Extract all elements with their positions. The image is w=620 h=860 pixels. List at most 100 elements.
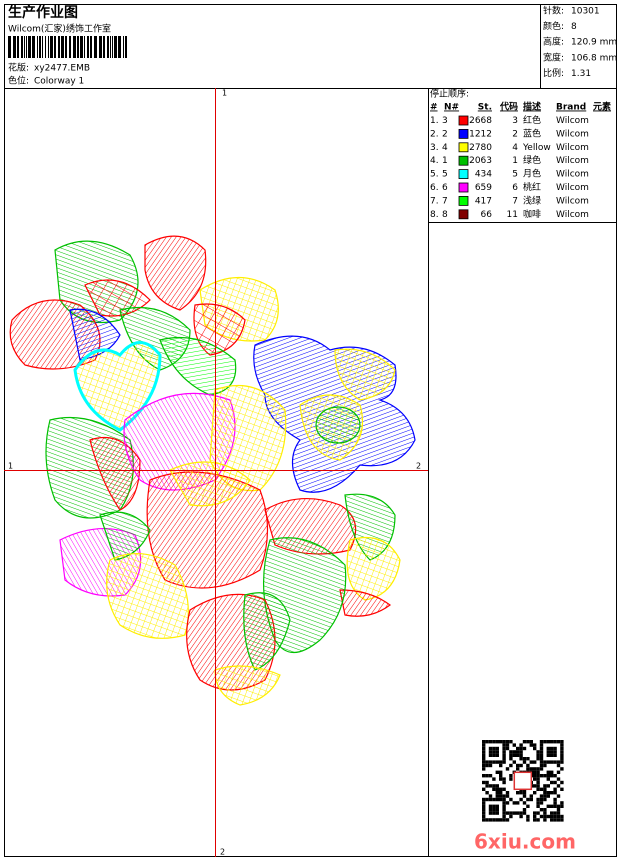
qr-module bbox=[505, 743, 510, 747]
qr-module bbox=[553, 811, 557, 815]
info-value: 120.9 mm bbox=[571, 38, 617, 48]
qr-module bbox=[492, 746, 496, 751]
qr-module bbox=[488, 760, 493, 764]
qr-module bbox=[553, 804, 557, 808]
qr-module bbox=[536, 750, 540, 754]
qr-module bbox=[516, 767, 520, 771]
qr-module bbox=[482, 743, 486, 747]
qr-module bbox=[516, 811, 520, 815]
row-index: 4. bbox=[430, 156, 439, 166]
row-index: 1. bbox=[430, 116, 439, 126]
qr-module bbox=[482, 814, 486, 819]
qr-module bbox=[546, 774, 550, 778]
qr-module bbox=[556, 740, 561, 744]
qr-module bbox=[522, 791, 527, 795]
barcode-bar bbox=[107, 36, 109, 58]
qr-module bbox=[546, 814, 550, 819]
qr-module bbox=[533, 784, 537, 788]
qr-module bbox=[482, 780, 486, 785]
row-brand: Wilcom bbox=[556, 170, 589, 180]
qr-module bbox=[509, 757, 513, 761]
qr-module bbox=[502, 760, 506, 764]
row-index: 5. bbox=[430, 170, 439, 180]
qr-module bbox=[502, 753, 506, 757]
qr-module bbox=[509, 774, 513, 778]
qr-module bbox=[546, 740, 550, 744]
qr-module bbox=[539, 787, 544, 791]
qr-module bbox=[492, 797, 496, 802]
row-description: Yellow bbox=[522, 143, 551, 153]
qr-module bbox=[543, 784, 547, 788]
qr-module bbox=[546, 760, 550, 764]
qr-module bbox=[509, 811, 513, 815]
qr-module bbox=[502, 801, 506, 805]
qr-module bbox=[529, 797, 533, 802]
qr-module bbox=[499, 787, 503, 791]
qr-module bbox=[526, 763, 530, 768]
qr-module bbox=[505, 818, 510, 822]
qr-module bbox=[553, 801, 557, 805]
qr-module bbox=[526, 757, 530, 761]
qr-module bbox=[485, 784, 489, 788]
qr-module bbox=[533, 760, 537, 764]
qr-module bbox=[495, 797, 499, 802]
qr-module bbox=[502, 794, 506, 798]
qr-module bbox=[492, 811, 496, 815]
row-index: 3. bbox=[430, 143, 439, 153]
qr-module bbox=[502, 804, 506, 808]
qr-module bbox=[485, 791, 489, 795]
qr-module bbox=[488, 811, 493, 815]
qr-module bbox=[502, 797, 506, 802]
qr-module bbox=[488, 804, 493, 808]
qr-module bbox=[495, 794, 499, 798]
qr-module bbox=[529, 794, 533, 798]
barcode-bar bbox=[65, 36, 67, 58]
qr-module bbox=[502, 814, 506, 819]
row-index: 2. bbox=[430, 129, 439, 139]
qr-module bbox=[553, 753, 557, 757]
qr-module bbox=[529, 740, 533, 744]
qr-module bbox=[539, 814, 544, 819]
qr-module bbox=[553, 797, 557, 802]
qr-module bbox=[526, 814, 530, 819]
title: 生产作业图 bbox=[8, 4, 78, 21]
qr-module bbox=[550, 760, 554, 764]
qr-module bbox=[482, 746, 486, 751]
row-code: 7 bbox=[512, 196, 518, 206]
outer-border bbox=[4, 4, 617, 857]
qr-module bbox=[522, 794, 527, 798]
qr-module bbox=[519, 814, 523, 819]
qr-module bbox=[536, 804, 540, 808]
qr-module bbox=[539, 740, 544, 744]
info-value: 1.31 bbox=[571, 69, 591, 79]
qr-module bbox=[536, 770, 540, 774]
row-brand: Wilcom bbox=[556, 129, 589, 139]
qr-module bbox=[539, 760, 544, 764]
row-stitches: 434 bbox=[475, 170, 492, 180]
qr-module bbox=[553, 780, 557, 785]
qr-module bbox=[512, 811, 516, 815]
qr-module bbox=[556, 794, 561, 798]
qr-module bbox=[546, 794, 550, 798]
qr-module bbox=[560, 743, 564, 747]
row-description: 红色 bbox=[523, 114, 541, 126]
qr-module bbox=[556, 784, 561, 788]
qr-module bbox=[560, 740, 564, 744]
design-value: xy2477.EMB bbox=[34, 64, 90, 74]
qr-module bbox=[509, 753, 513, 757]
qr-module bbox=[502, 743, 506, 747]
qr-module bbox=[533, 818, 537, 822]
color-swatch bbox=[458, 142, 469, 153]
qr-module bbox=[505, 791, 510, 795]
qr-module bbox=[522, 746, 527, 751]
qr-code bbox=[482, 740, 564, 822]
qr-module bbox=[495, 750, 499, 754]
qr-module bbox=[536, 787, 540, 791]
qr-module bbox=[516, 746, 520, 751]
qr-module bbox=[546, 746, 550, 751]
qr-module bbox=[526, 797, 530, 802]
qr-module bbox=[499, 777, 503, 781]
qr-module bbox=[539, 794, 544, 798]
qr-module bbox=[492, 740, 496, 744]
studio: Wilcom(汇家)绣饰工作室 bbox=[8, 23, 111, 35]
